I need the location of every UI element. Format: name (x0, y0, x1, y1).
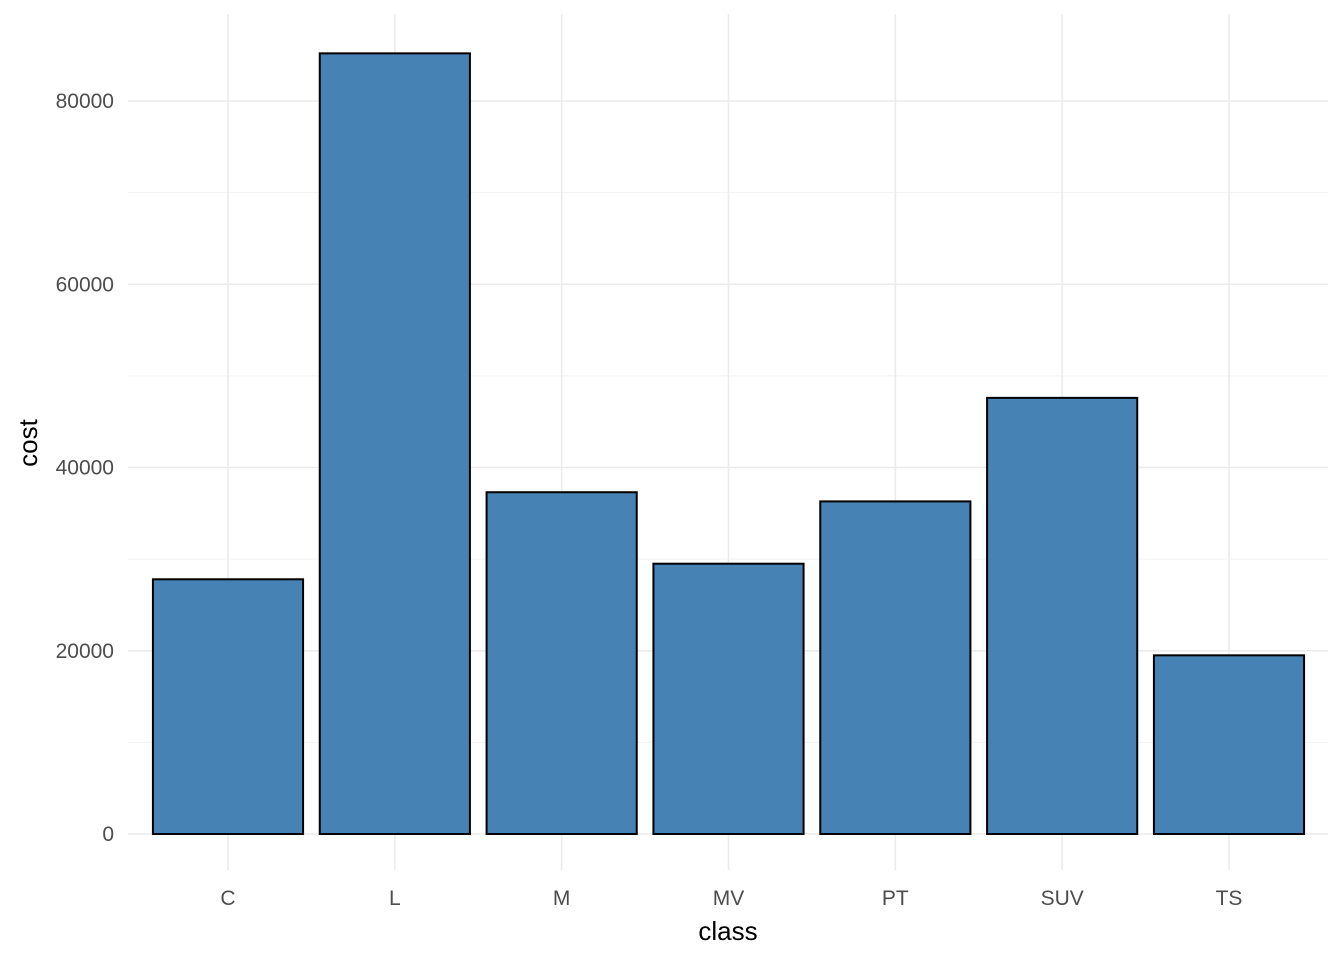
bar-suv (986, 396, 1139, 835)
bar-c (151, 578, 305, 835)
y-tick-label: 60000 (56, 273, 114, 296)
bar-pt (819, 500, 972, 835)
x-axis-tick-labels: C L M MV PT SUV TS (220, 887, 1242, 910)
bar-l (318, 52, 471, 836)
x-tick-label: PT (882, 887, 909, 910)
bar-ts (1152, 654, 1306, 835)
x-tick-label: L (389, 887, 401, 910)
y-tick-label: 20000 (56, 640, 114, 663)
x-tick-label: SUV (1041, 887, 1084, 910)
x-tick-label: C (220, 887, 235, 910)
x-tick-label: TS (1216, 887, 1243, 910)
y-axis-tick-labels: 0 20000 40000 60000 80000 (56, 90, 114, 846)
x-tick-label: M (553, 887, 571, 910)
bar-m (485, 491, 638, 835)
bars (151, 52, 1306, 836)
y-tick-label: 0 (102, 823, 114, 846)
bar-mv (652, 562, 805, 835)
y-tick-label: 40000 (56, 457, 114, 480)
y-tick-label: 80000 (56, 90, 114, 113)
x-axis-title: class (698, 916, 757, 946)
y-axis-title: cost (13, 418, 43, 466)
x-tick-label: MV (713, 887, 745, 910)
